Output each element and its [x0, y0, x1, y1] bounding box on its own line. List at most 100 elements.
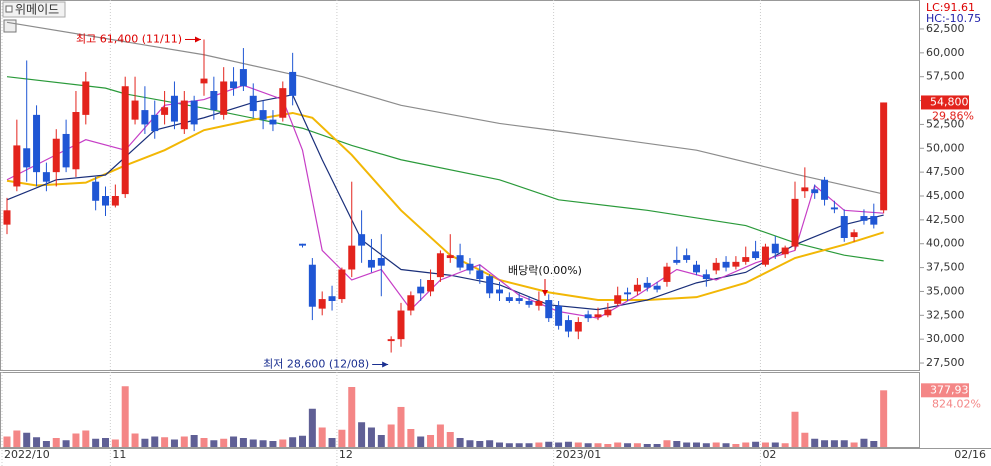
y-tick-label: 27,500 [926, 356, 965, 369]
candle-body [72, 112, 80, 170]
candle-body [33, 114, 41, 173]
candle-body [525, 300, 533, 305]
volume-bar [476, 441, 484, 447]
settings-icon[interactable] [3, 19, 17, 33]
candle-body [220, 81, 228, 115]
volume-bar [131, 433, 139, 447]
candle-body [683, 255, 691, 260]
volume-bar [505, 443, 513, 447]
candle-body [279, 88, 287, 118]
y-tick-label: 32,500 [926, 308, 965, 321]
candle-body [121, 86, 129, 195]
title-tab[interactable] [2, 1, 66, 18]
volume-bar [318, 427, 326, 447]
candle-body [3, 210, 11, 225]
volume-bar [870, 441, 878, 447]
volume-bar [387, 424, 395, 447]
candle-body [62, 133, 70, 168]
candle-body [141, 110, 149, 125]
x-tick-label: 12 [339, 448, 353, 461]
y-tick-label: 62,500 [926, 22, 965, 35]
y-tick-label: 60,000 [926, 46, 965, 59]
volume-bar [791, 411, 799, 447]
dividend-annotation: 배당락(0.00%) [508, 264, 582, 277]
volume-bar [299, 435, 306, 447]
volume-bar [338, 429, 346, 447]
moving-average [6, 94, 884, 311]
y-tick-label: 50,000 [926, 141, 965, 154]
moving-average [6, 76, 884, 262]
candle-body [880, 102, 888, 211]
volume-bar [220, 438, 228, 447]
high-annotation: 최고 61,400 (11/11) [76, 32, 182, 45]
volume-bar [515, 443, 523, 447]
volume-bar [279, 439, 287, 447]
x-tick-label: 02 [762, 448, 776, 461]
volume-bar [456, 438, 464, 447]
volume-bar [624, 443, 632, 447]
volume-bar [525, 443, 533, 447]
volume-panel [0, 372, 920, 448]
low-annotation: 최저 28,600 (12/08) [263, 358, 369, 371]
candle-body [830, 207, 838, 210]
volume-bar [722, 443, 730, 447]
candle-body [13, 145, 21, 187]
volume-bar [102, 438, 109, 447]
last-date: 02/16 [954, 448, 986, 461]
volume-bar [446, 432, 454, 447]
candle-body [23, 148, 31, 168]
volume-bar [811, 438, 819, 447]
candle-body [515, 298, 523, 301]
candle-body [476, 270, 484, 280]
volume-bar [161, 437, 169, 447]
y-tick-label: 35,000 [926, 284, 965, 297]
candle-body [604, 309, 612, 316]
moving-average [6, 111, 884, 302]
candle-body [496, 289, 503, 294]
candle-body [151, 114, 159, 132]
candle-body [397, 310, 405, 340]
volume-bar [3, 436, 11, 447]
candle-body [643, 282, 651, 288]
y-tick-label: 42,500 [926, 213, 965, 226]
candle-body [545, 300, 553, 319]
moving-average [6, 21, 884, 195]
candle-body [358, 234, 366, 246]
indicator: HC:-10.75 [926, 12, 981, 25]
candle-body [239, 69, 247, 87]
candle-body [594, 314, 602, 318]
volume-bar [190, 435, 198, 447]
candle-body [555, 305, 563, 326]
volume-bar [496, 442, 503, 447]
volume-bar [13, 430, 21, 447]
volume-bar [663, 440, 671, 447]
candle-body [318, 299, 326, 309]
volume-bar [564, 441, 572, 447]
volume-bar [358, 422, 366, 447]
candle-body [82, 81, 90, 115]
volume-bar [840, 440, 848, 447]
arrow-head [195, 36, 201, 43]
volume-bar [269, 441, 277, 447]
volume-bar [308, 408, 316, 447]
x-tick-label: 11 [112, 448, 126, 461]
candle-body [801, 187, 809, 192]
candle-body [663, 266, 671, 282]
volume-bar [830, 440, 838, 447]
volume-tag [921, 383, 969, 398]
candle-body [180, 100, 188, 130]
volume-bar [289, 437, 297, 447]
price-tag-label: 54,800 [930, 95, 969, 108]
volume-bar [33, 437, 41, 447]
candle-body [466, 263, 474, 271]
candle-body [870, 216, 878, 225]
y-tick-label: 30,000 [926, 332, 965, 345]
volume-bar [633, 443, 641, 447]
candle-body [860, 216, 868, 221]
candle-body [417, 286, 425, 294]
volume-change: 824.02% [932, 397, 981, 410]
candle-body [230, 81, 238, 89]
volume-bar [417, 436, 425, 447]
volume-bar [230, 436, 238, 447]
y-tick-label: 57,500 [926, 70, 965, 83]
